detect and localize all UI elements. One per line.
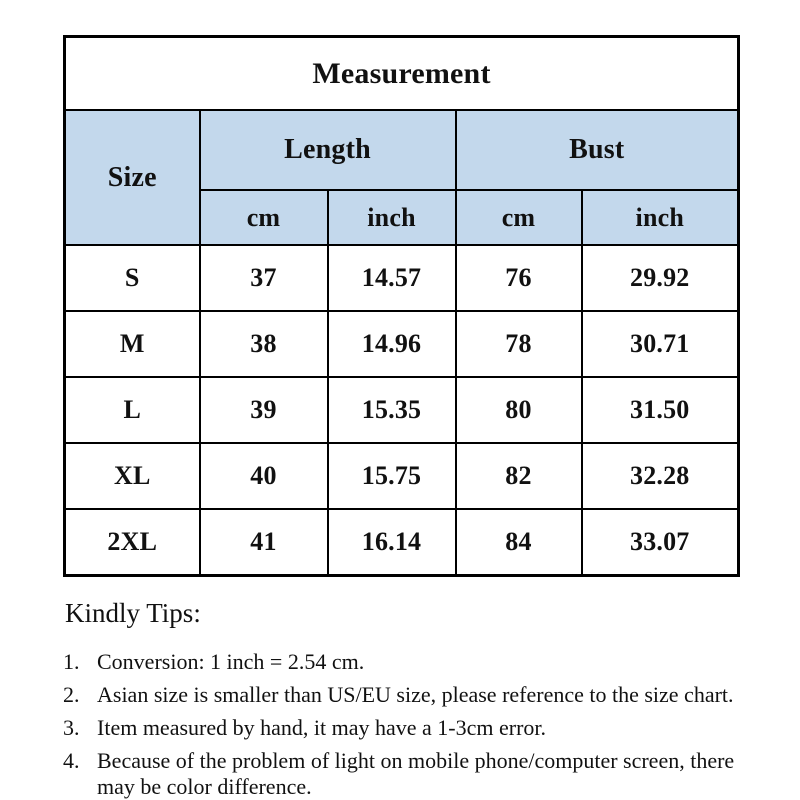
cell-length-inch: 16.14 [326, 508, 457, 577]
table-row-s: S 37 14.57 76 29.92 [63, 244, 740, 312]
cell-bust-inch: 32.28 [580, 442, 740, 510]
cell-size: 2XL [63, 508, 201, 577]
table-row-l: L 39 15.35 80 31.50 [63, 376, 740, 444]
unit-header-length-inch: inch [326, 189, 457, 246]
cell-size: L [63, 376, 201, 444]
tip-number: 4. [63, 748, 80, 773]
cell-bust-cm: 76 [454, 244, 583, 312]
table-row-2xl: 2XL 41 16.14 84 33.07 [63, 508, 740, 577]
tip-number: 3. [63, 715, 80, 740]
table-unit-header-row: cm inch cm inch [65, 189, 740, 246]
cell-bust-cm: 78 [454, 310, 583, 378]
unit-header-bust-cm: cm [454, 189, 583, 246]
column-group-bust: Bust [454, 109, 740, 191]
table-group-header-row: Size Length Bust [63, 109, 740, 246]
cell-length-inch: 14.57 [326, 244, 457, 312]
tip-text: Asian size is smaller than US/EU size, p… [97, 682, 734, 707]
tip-item-1: 1. Conversion: 1 inch = 2.54 cm. [63, 649, 753, 675]
tip-number: 2. [63, 682, 80, 707]
tips-heading: Kindly Tips: [65, 598, 201, 628]
tip-number: 1. [63, 649, 80, 674]
cell-length-inch: 15.35 [326, 376, 457, 444]
table-row-m: M 38 14.96 78 30.71 [63, 310, 740, 378]
cell-bust-cm: 82 [454, 442, 583, 510]
table-title: Measurement [63, 35, 740, 111]
unit-header-length-cm: cm [198, 189, 329, 246]
cell-size: M [63, 310, 201, 378]
cell-bust-cm: 84 [454, 508, 583, 577]
table-row-xl: XL 40 15.75 82 32.28 [63, 442, 740, 510]
cell-length-cm: 37 [198, 244, 329, 312]
cell-length-cm: 38 [198, 310, 329, 378]
tip-item-4: 4. Because of the problem of light on mo… [63, 748, 753, 800]
cell-size: S [63, 244, 201, 312]
unit-header-bust-inch: inch [580, 189, 740, 246]
tip-text: Conversion: 1 inch = 2.54 cm. [97, 649, 365, 674]
cell-length-cm: 39 [198, 376, 329, 444]
tips-section: Kindly Tips: 1. Conversion: 1 inch = 2.5… [63, 598, 753, 800]
cell-length-cm: 41 [198, 508, 329, 577]
cell-length-inch: 15.75 [326, 442, 457, 510]
cell-bust-inch: 31.50 [580, 376, 740, 444]
cell-length-cm: 40 [198, 442, 329, 510]
tip-text: Because of the problem of light on mobil… [97, 748, 735, 799]
cell-bust-inch: 33.07 [580, 508, 740, 577]
cell-bust-inch: 29.92 [580, 244, 740, 312]
tip-item-2: 2. Asian size is smaller than US/EU size… [63, 682, 753, 708]
column-header-size: Size [63, 109, 201, 246]
cell-bust-inch: 30.71 [580, 310, 740, 378]
measurement-table: Measurement Size Length Bust cm inch cm … [63, 35, 741, 577]
cell-bust-cm: 80 [454, 376, 583, 444]
tip-text: Item measured by hand, it may have a 1-3… [97, 715, 547, 740]
tip-item-3: 3. Item measured by hand, it may have a … [63, 715, 753, 741]
cell-length-inch: 14.96 [326, 310, 457, 378]
table-title-row: Measurement [63, 35, 740, 111]
cell-size: XL [63, 442, 201, 510]
column-group-length: Length [198, 109, 457, 191]
